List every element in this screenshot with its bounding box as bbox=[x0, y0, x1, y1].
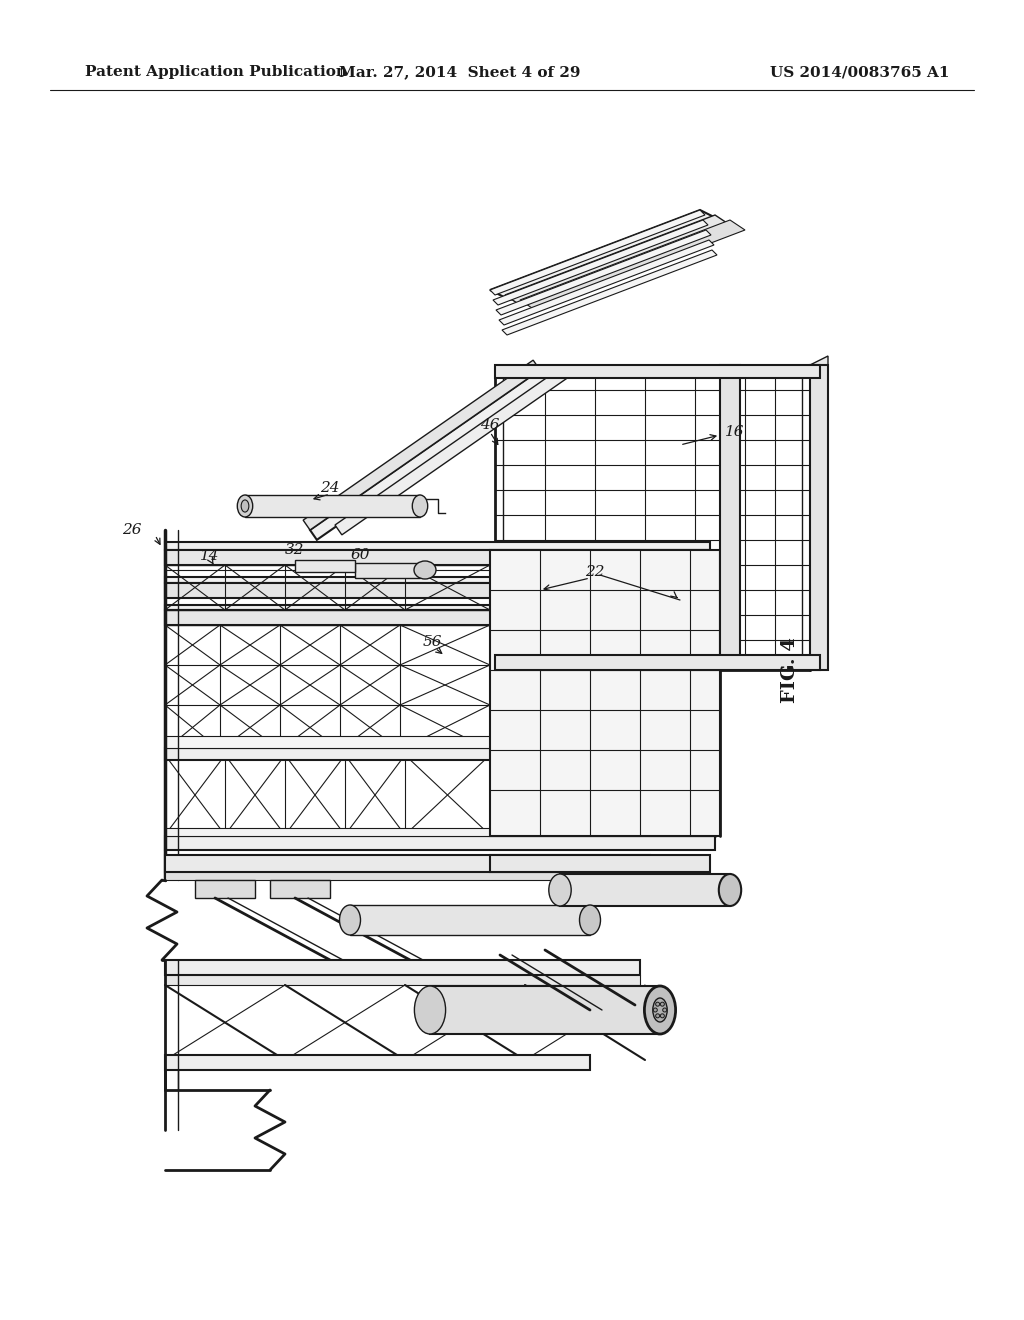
Polygon shape bbox=[165, 828, 715, 836]
Text: 16: 16 bbox=[725, 425, 744, 440]
Polygon shape bbox=[295, 560, 355, 572]
Ellipse shape bbox=[663, 1008, 667, 1012]
Text: 46: 46 bbox=[480, 418, 500, 432]
Polygon shape bbox=[490, 855, 710, 873]
Polygon shape bbox=[490, 550, 720, 836]
Ellipse shape bbox=[413, 495, 428, 517]
Polygon shape bbox=[245, 495, 420, 517]
Polygon shape bbox=[493, 220, 708, 305]
Ellipse shape bbox=[655, 1014, 659, 1018]
Text: 60: 60 bbox=[350, 548, 370, 562]
Text: FIG. 4: FIG. 4 bbox=[781, 638, 799, 704]
Ellipse shape bbox=[660, 1002, 665, 1006]
Polygon shape bbox=[810, 366, 828, 671]
Text: 14: 14 bbox=[201, 549, 220, 564]
Polygon shape bbox=[490, 210, 705, 294]
Polygon shape bbox=[270, 880, 330, 898]
Text: 56: 56 bbox=[422, 635, 441, 649]
Polygon shape bbox=[520, 220, 745, 310]
Polygon shape bbox=[499, 240, 714, 325]
Ellipse shape bbox=[415, 986, 445, 1034]
Text: 24: 24 bbox=[321, 480, 340, 495]
Polygon shape bbox=[496, 230, 711, 315]
Ellipse shape bbox=[414, 561, 436, 579]
Polygon shape bbox=[165, 960, 640, 975]
Ellipse shape bbox=[660, 1014, 665, 1018]
Ellipse shape bbox=[340, 906, 360, 935]
Ellipse shape bbox=[653, 1008, 657, 1012]
Polygon shape bbox=[165, 543, 710, 550]
Polygon shape bbox=[165, 550, 710, 565]
Polygon shape bbox=[195, 880, 255, 898]
Ellipse shape bbox=[549, 874, 571, 906]
Polygon shape bbox=[165, 577, 710, 583]
Polygon shape bbox=[490, 210, 720, 300]
Polygon shape bbox=[335, 366, 571, 535]
Ellipse shape bbox=[653, 998, 668, 1022]
Polygon shape bbox=[355, 564, 420, 578]
Polygon shape bbox=[165, 873, 650, 880]
Polygon shape bbox=[810, 356, 828, 671]
Ellipse shape bbox=[238, 495, 253, 517]
Polygon shape bbox=[310, 370, 547, 540]
Text: 26: 26 bbox=[123, 523, 142, 537]
Polygon shape bbox=[165, 748, 710, 760]
Polygon shape bbox=[165, 610, 710, 624]
Polygon shape bbox=[560, 874, 730, 906]
Polygon shape bbox=[165, 1055, 590, 1071]
Polygon shape bbox=[165, 836, 715, 850]
Polygon shape bbox=[303, 360, 540, 531]
Text: Mar. 27, 2014  Sheet 4 of 29: Mar. 27, 2014 Sheet 4 of 29 bbox=[339, 65, 581, 79]
Polygon shape bbox=[165, 737, 710, 748]
Polygon shape bbox=[430, 986, 660, 1034]
Polygon shape bbox=[165, 605, 710, 610]
Text: 32: 32 bbox=[286, 543, 305, 557]
Polygon shape bbox=[720, 366, 740, 671]
Ellipse shape bbox=[719, 874, 741, 906]
Ellipse shape bbox=[655, 1002, 659, 1006]
Ellipse shape bbox=[580, 906, 600, 935]
Polygon shape bbox=[495, 366, 820, 378]
Polygon shape bbox=[505, 215, 730, 305]
Ellipse shape bbox=[644, 986, 676, 1034]
Text: Patent Application Publication: Patent Application Publication bbox=[85, 65, 347, 79]
Polygon shape bbox=[165, 855, 650, 873]
Polygon shape bbox=[495, 655, 820, 671]
Text: 22: 22 bbox=[585, 565, 604, 579]
Polygon shape bbox=[165, 583, 710, 598]
Polygon shape bbox=[350, 906, 590, 935]
Polygon shape bbox=[502, 249, 717, 335]
Text: US 2014/0083765 A1: US 2014/0083765 A1 bbox=[770, 65, 950, 79]
Polygon shape bbox=[165, 975, 640, 985]
Ellipse shape bbox=[241, 500, 249, 512]
